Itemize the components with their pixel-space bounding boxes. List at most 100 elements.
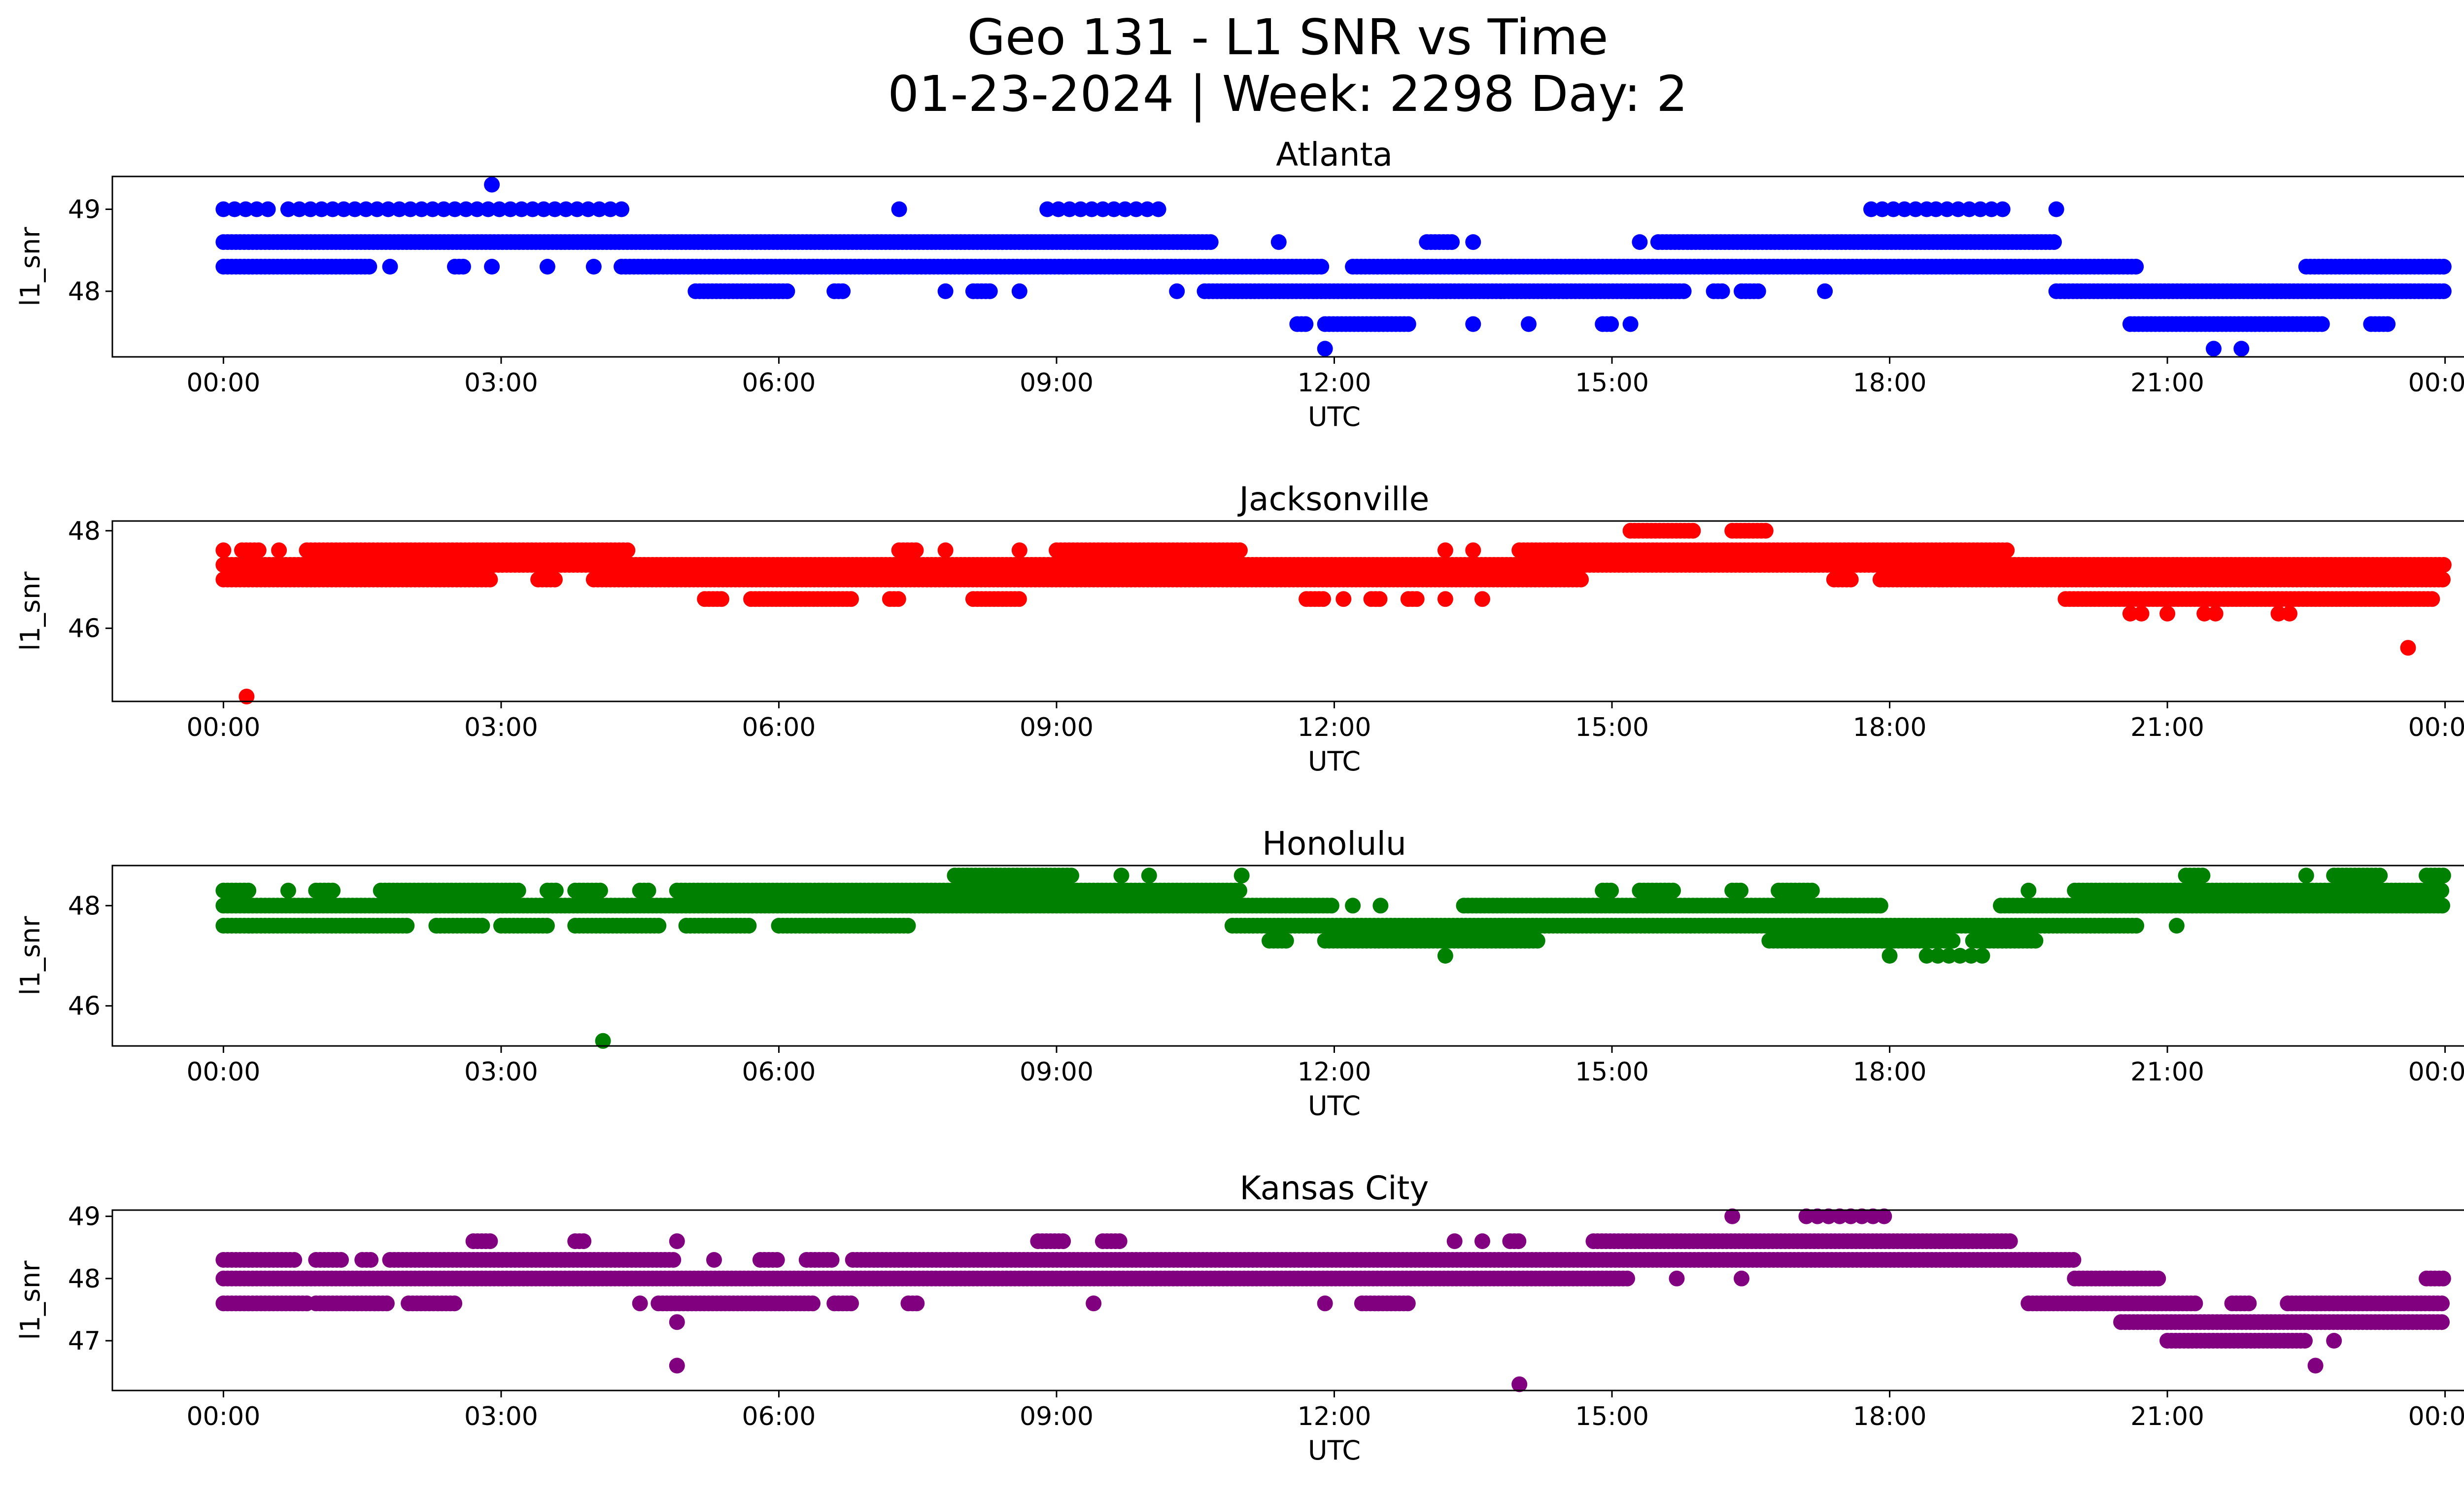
y-tick-label: 46 [68, 614, 101, 644]
data-point [2168, 918, 2185, 934]
x-axis-label: UTC [1308, 746, 1361, 777]
data-point [413, 201, 430, 217]
data-point [891, 201, 907, 217]
data-point [1232, 542, 1248, 558]
x-tick-label: 12:00 [1298, 713, 1371, 742]
data-point [890, 591, 906, 607]
data-point [1510, 1233, 1527, 1250]
data-point [1820, 1208, 1837, 1224]
data-point [1930, 948, 1946, 964]
data-point [291, 201, 308, 217]
data-point [458, 201, 474, 217]
data-point [937, 283, 954, 299]
x-tick-label: 06:00 [742, 368, 816, 398]
data-point [280, 201, 296, 217]
data-point [1908, 201, 1924, 217]
data-point [455, 259, 471, 275]
data-point [1011, 591, 1027, 607]
data-point [260, 201, 276, 217]
data-point [482, 571, 498, 588]
data-point [2433, 882, 2450, 899]
data-point [908, 542, 924, 558]
data-point [1270, 234, 1287, 250]
data-point [1734, 1270, 1749, 1286]
data-point [380, 201, 396, 217]
data-point [569, 201, 585, 217]
x-tick-label: 12:00 [1298, 1057, 1371, 1087]
data-point [741, 918, 757, 934]
data-point [1150, 201, 1166, 217]
data-point [325, 882, 341, 899]
data-point [491, 201, 508, 217]
data-point [835, 283, 851, 299]
scatter-series [215, 1208, 2451, 1392]
data-point [215, 542, 232, 558]
data-point [286, 1252, 303, 1268]
x-tick-label: 06:00 [742, 1057, 816, 1087]
y-tick-label: 49 [68, 195, 101, 225]
x-tick-label: 12:00 [1298, 368, 1371, 398]
data-point [1141, 868, 1157, 884]
data-point [2150, 1270, 2166, 1286]
data-point [1278, 933, 1294, 949]
data-point [2122, 605, 2138, 622]
x-tick-label: 03:00 [464, 368, 538, 398]
x-axis-label: UTC [1308, 401, 1361, 432]
y-tick-label: 46 [68, 992, 101, 1021]
data-point [1632, 234, 1648, 250]
x-tick-label: 00:00 [186, 368, 260, 398]
data-point [1676, 283, 1692, 299]
data-point [1072, 201, 1089, 217]
data-point [1817, 283, 1833, 299]
subplot-title: Kansas City [1240, 1169, 1429, 1207]
data-point [1465, 542, 1481, 558]
data-point [2424, 591, 2440, 607]
data-point [1724, 1208, 1741, 1224]
data-point [1400, 316, 1416, 332]
data-point [614, 201, 630, 217]
data-point [937, 542, 954, 558]
data-point [239, 689, 255, 705]
data-point [2435, 283, 2452, 299]
data-point [640, 882, 656, 899]
data-point [823, 1252, 840, 1268]
data-point [669, 1233, 685, 1250]
data-point [1669, 1270, 1685, 1286]
data-point [2002, 1233, 2018, 1250]
y-tick-label: 48 [68, 277, 101, 307]
data-point [539, 918, 555, 934]
data-point [1050, 201, 1066, 217]
data-point [2159, 605, 2176, 622]
data-point [524, 201, 541, 217]
x-tick-label: 00:00 [186, 713, 260, 742]
data-point [1843, 1208, 1859, 1224]
data-point [619, 542, 636, 558]
data-point [548, 882, 564, 899]
data-point [2207, 605, 2224, 622]
data-point [1372, 898, 1389, 914]
data-point [1945, 933, 1961, 949]
data-point [1999, 542, 2015, 558]
data-point [484, 259, 500, 275]
y-axis-label: l1_snr [15, 916, 46, 996]
data-point [325, 201, 341, 217]
data-point [1139, 201, 1156, 217]
data-point [447, 201, 463, 217]
data-point [1474, 591, 1490, 607]
data-point [843, 591, 859, 607]
data-point [1315, 591, 1331, 607]
data-point [1202, 234, 1219, 250]
data-point [391, 201, 408, 217]
data-point [1474, 1233, 1490, 1250]
scatter-series [215, 868, 2451, 1049]
data-point [1335, 591, 1352, 607]
data-point [1810, 1208, 1825, 1224]
x-tick-label: 15:00 [1575, 368, 1649, 398]
data-point [1345, 898, 1361, 914]
data-point [1169, 283, 1185, 299]
data-point [2435, 1270, 2451, 1286]
data-point [1939, 201, 1955, 217]
data-point [1733, 882, 1749, 899]
data-point [2206, 341, 2222, 357]
